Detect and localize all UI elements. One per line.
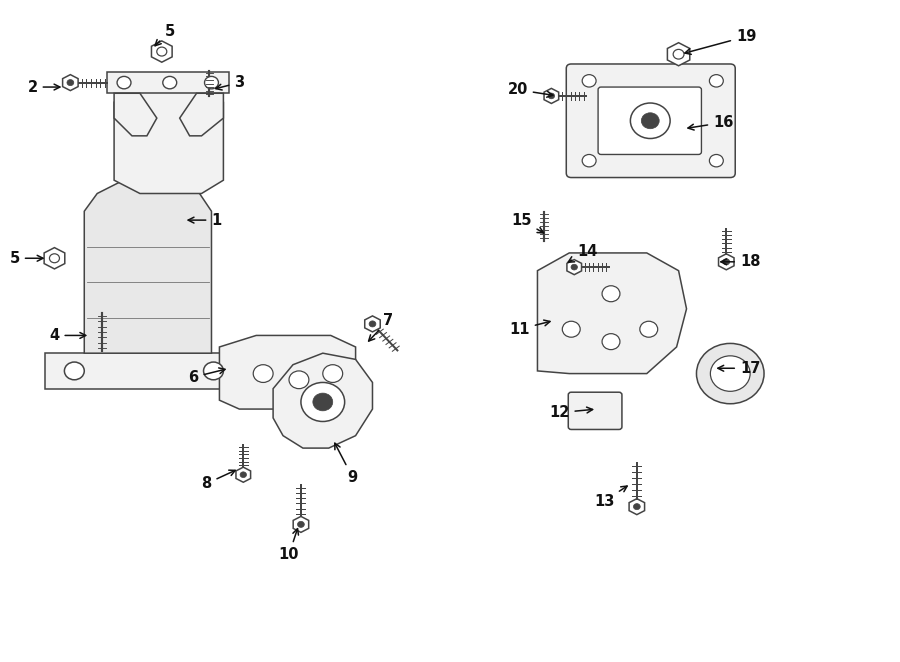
- Circle shape: [571, 264, 578, 270]
- Text: 2: 2: [28, 79, 60, 95]
- Text: 5: 5: [155, 24, 175, 46]
- Text: 3: 3: [216, 75, 245, 90]
- Polygon shape: [293, 516, 309, 532]
- Polygon shape: [220, 336, 356, 409]
- Circle shape: [50, 254, 59, 263]
- Polygon shape: [114, 93, 157, 136]
- Polygon shape: [629, 498, 644, 514]
- Circle shape: [203, 362, 223, 380]
- Circle shape: [642, 113, 659, 128]
- Text: 17: 17: [718, 361, 760, 376]
- Circle shape: [709, 154, 724, 167]
- Text: 20: 20: [508, 82, 553, 97]
- Text: 12: 12: [549, 405, 592, 420]
- Text: 9: 9: [335, 443, 357, 485]
- Polygon shape: [151, 41, 172, 62]
- Polygon shape: [107, 72, 230, 93]
- Polygon shape: [44, 248, 65, 269]
- Circle shape: [313, 393, 333, 411]
- Circle shape: [548, 93, 554, 99]
- Polygon shape: [180, 93, 223, 136]
- Circle shape: [634, 504, 640, 510]
- Circle shape: [697, 344, 764, 404]
- Polygon shape: [364, 316, 380, 332]
- Text: 16: 16: [688, 115, 734, 130]
- Circle shape: [602, 286, 620, 302]
- Circle shape: [204, 76, 219, 89]
- Circle shape: [298, 522, 304, 528]
- Circle shape: [630, 103, 670, 138]
- Text: 7: 7: [369, 313, 393, 341]
- Circle shape: [289, 371, 309, 389]
- Polygon shape: [537, 253, 687, 373]
- Polygon shape: [668, 42, 689, 66]
- Circle shape: [117, 76, 131, 89]
- FancyBboxPatch shape: [566, 64, 735, 177]
- Circle shape: [163, 76, 176, 89]
- Circle shape: [640, 321, 658, 337]
- Circle shape: [301, 383, 345, 422]
- Circle shape: [602, 334, 620, 350]
- Text: 1: 1: [188, 213, 221, 228]
- Circle shape: [323, 365, 343, 383]
- Polygon shape: [718, 254, 734, 270]
- Circle shape: [709, 75, 724, 87]
- Circle shape: [157, 47, 166, 56]
- Text: 18: 18: [721, 254, 760, 269]
- Circle shape: [240, 472, 247, 477]
- Circle shape: [710, 356, 750, 391]
- Circle shape: [562, 321, 580, 337]
- Polygon shape: [63, 75, 78, 91]
- Circle shape: [67, 79, 74, 85]
- Circle shape: [582, 154, 596, 167]
- Polygon shape: [114, 73, 223, 193]
- Polygon shape: [44, 354, 241, 389]
- FancyBboxPatch shape: [568, 392, 622, 430]
- Text: 6: 6: [188, 368, 225, 385]
- Text: 13: 13: [594, 486, 627, 509]
- Circle shape: [582, 75, 596, 87]
- Circle shape: [253, 365, 273, 383]
- Text: 5: 5: [10, 251, 43, 265]
- Polygon shape: [544, 89, 559, 103]
- Text: 8: 8: [202, 470, 235, 491]
- Circle shape: [673, 50, 684, 59]
- Text: 11: 11: [509, 320, 550, 337]
- Circle shape: [65, 362, 85, 380]
- Circle shape: [723, 259, 730, 265]
- Text: 4: 4: [50, 328, 86, 343]
- Polygon shape: [273, 354, 373, 448]
- Circle shape: [369, 321, 376, 327]
- Text: 15: 15: [511, 213, 544, 233]
- Polygon shape: [236, 467, 250, 482]
- FancyBboxPatch shape: [598, 87, 701, 154]
- Polygon shape: [85, 179, 212, 354]
- Polygon shape: [567, 260, 581, 275]
- Text: 14: 14: [568, 244, 598, 262]
- Text: 19: 19: [685, 29, 756, 54]
- Text: 10: 10: [279, 529, 299, 562]
